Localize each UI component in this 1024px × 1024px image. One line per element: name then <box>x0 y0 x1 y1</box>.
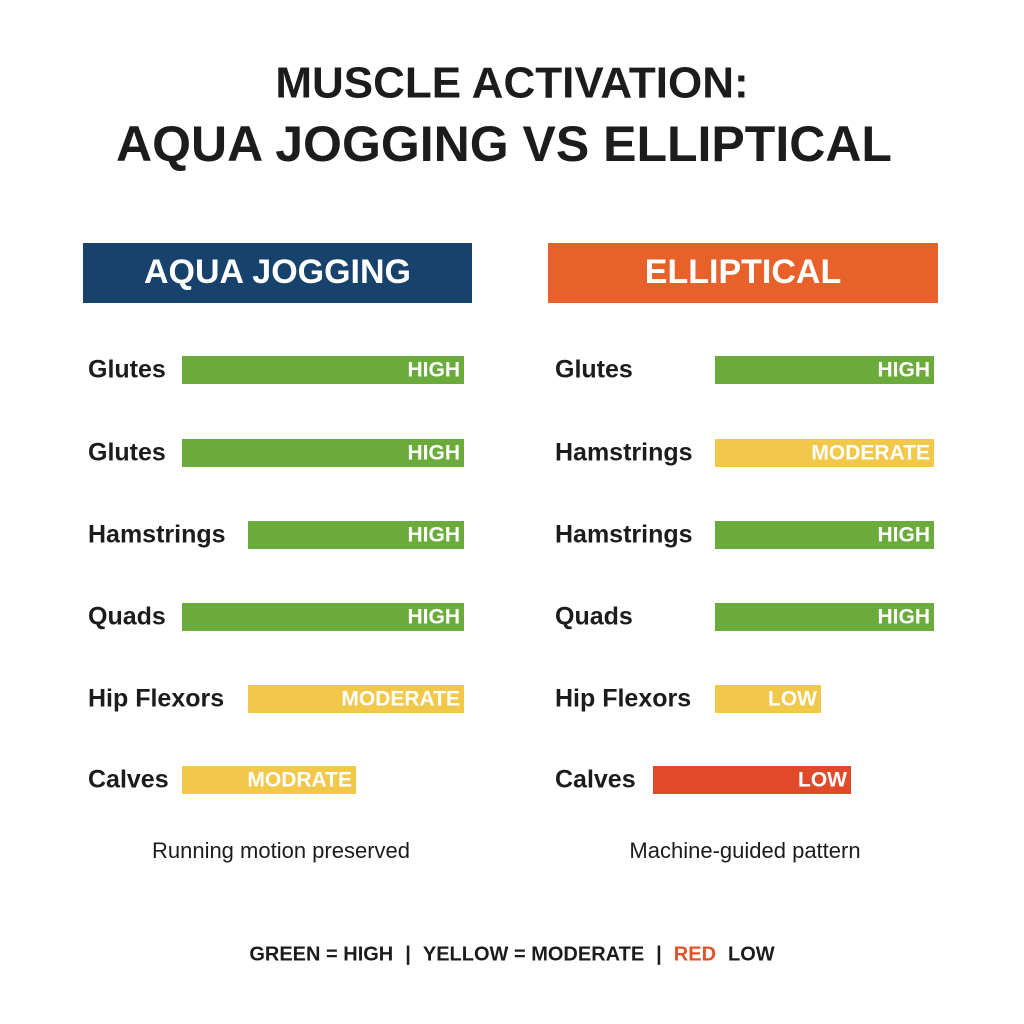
muscle-label: Hip Flexors <box>88 685 224 713</box>
activation-level: LOW <box>768 688 817 711</box>
activation-level: HIGH <box>408 606 461 629</box>
muscle-label: Glutes <box>555 356 633 384</box>
activation-level: HIGH <box>408 359 461 382</box>
legend-item: | <box>656 943 662 965</box>
panel-header-label: ELLIPTICAL <box>645 253 841 291</box>
activation-bar <box>182 439 464 467</box>
activation-bar <box>715 356 934 384</box>
activation-bar <box>182 766 356 794</box>
activation-bar <box>715 521 934 549</box>
panel-caption: Machine-guided pattern <box>629 838 860 863</box>
activation-level: HIGH <box>408 442 461 465</box>
activation-bar <box>715 685 821 713</box>
activation-bar <box>182 603 464 631</box>
title-line: AQUA JOGGING VS ELLIPTICAL <box>116 116 892 172</box>
legend-item: YELLOW = MODERATE <box>423 943 644 965</box>
activation-bar <box>182 356 464 384</box>
legend-item: GREEN = HIGH <box>249 943 393 965</box>
activation-level: HIGH <box>408 524 461 547</box>
muscle-label: Quads <box>88 603 166 631</box>
legend-item: RED <box>674 943 716 965</box>
activation-level: MODERATE <box>811 442 930 465</box>
muscle-label: Hamstrings <box>555 521 693 549</box>
muscle-label: Hip Flexors <box>555 685 691 713</box>
title-line: MUSCLE ACTIVATION: <box>275 59 748 108</box>
activation-bar <box>248 685 464 713</box>
panel-header-label: AQUA JOGGING <box>144 253 411 291</box>
muscle-label: Calves <box>555 766 636 794</box>
muscle-label: Glutes <box>88 439 166 467</box>
activation-level: HIGH <box>878 359 931 382</box>
activation-level: MODERATE <box>341 688 460 711</box>
muscle-label: Glutes <box>88 356 166 384</box>
activation-level: MODRATE <box>247 769 352 792</box>
activation-level: LOW <box>798 769 847 792</box>
activation-level: HIGH <box>878 606 931 629</box>
legend-item: LOW <box>728 943 775 965</box>
muscle-label: Calves <box>88 766 169 794</box>
panel-header <box>548 243 938 303</box>
muscle-label: Quads <box>555 603 633 631</box>
activation-bar <box>248 521 464 549</box>
muscle-label: Hamstrings <box>555 439 693 467</box>
muscle-label: Hamstrings <box>88 521 226 549</box>
activation-bar <box>715 603 934 631</box>
panel-caption: Running motion preserved <box>152 838 410 863</box>
legend-item: | <box>405 943 411 965</box>
panel-header <box>83 243 472 303</box>
activation-level: HIGH <box>878 524 931 547</box>
activation-bar <box>715 439 934 467</box>
activation-bar <box>653 766 851 794</box>
